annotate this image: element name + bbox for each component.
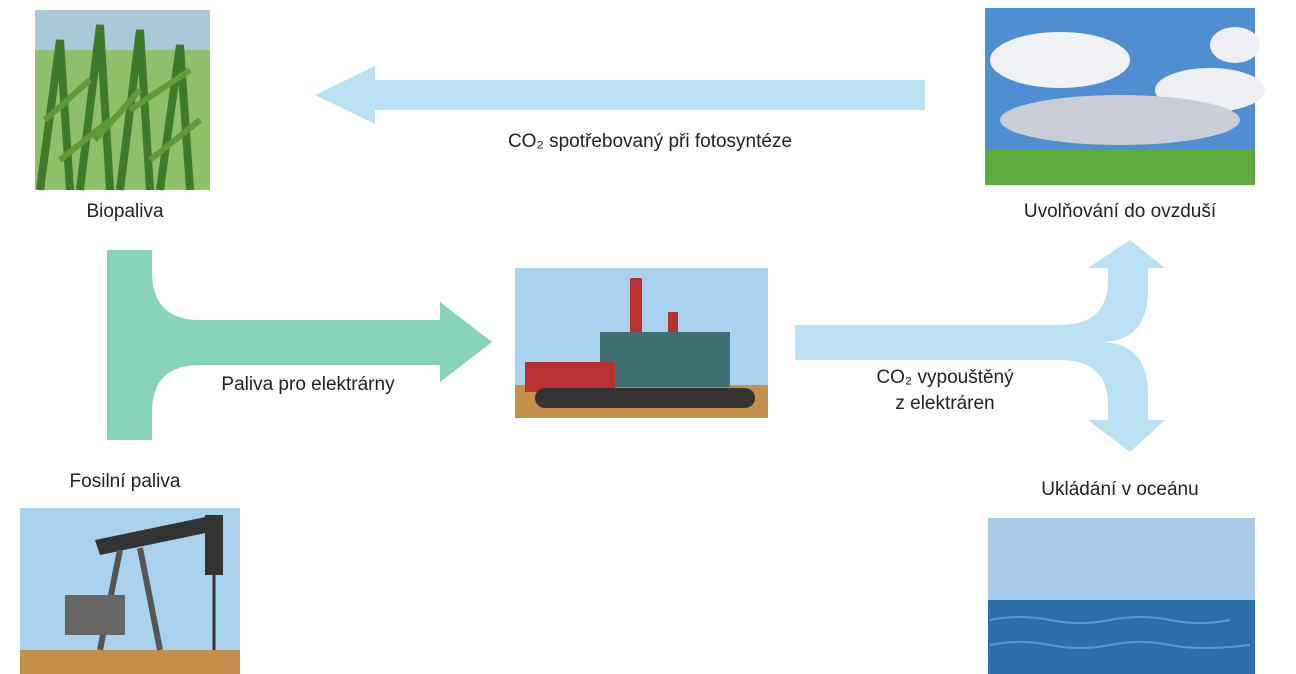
node-label: Fosilní paliva — [70, 471, 181, 492]
oil-pump-image — [20, 508, 240, 674]
arrow-label: CO₂ spotřebovaný při fotosyntéze — [508, 131, 792, 152]
node-label: Uvolňování do ovzduší — [1024, 201, 1217, 222]
diagram: CO₂ spotřebovaný při fotosyntéze Paliva … — [0, 0, 1296, 674]
node-label: Biopaliva — [86, 201, 164, 222]
node-label: Ukládání v oceánu — [1041, 479, 1198, 500]
arrow-label: Paliva pro elektrárny — [221, 374, 395, 395]
arrow-label: CO₂ vypouštěný — [876, 367, 1014, 388]
arrow-label: z elektráren — [895, 393, 994, 414]
ocean-image — [988, 518, 1255, 674]
sky-image — [985, 8, 1265, 185]
power-plant-image — [515, 268, 768, 418]
corn-image — [35, 10, 210, 190]
